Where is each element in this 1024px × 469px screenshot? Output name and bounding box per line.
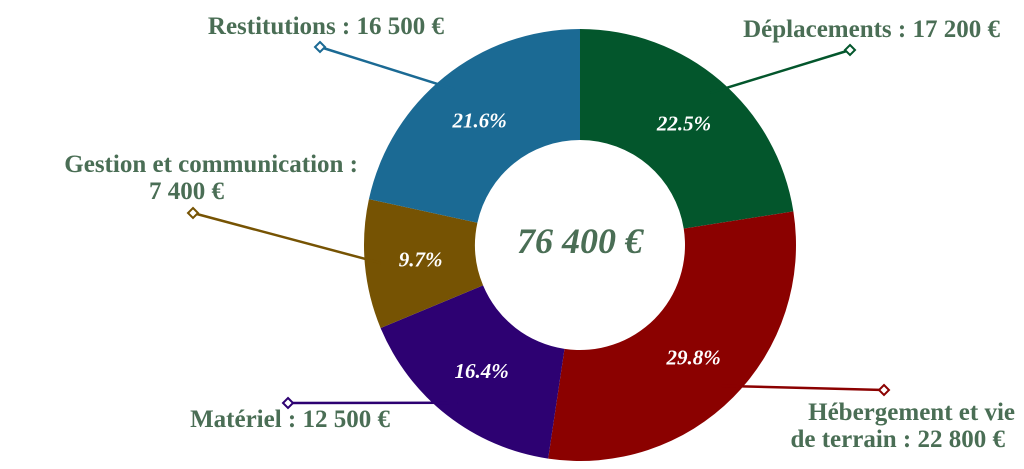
leader-marker-0 <box>843 43 857 57</box>
percent-label-0: 22.5% <box>656 111 711 135</box>
slice-0 <box>580 29 794 229</box>
slice-label-1-line-1: de terrain : 22 800 € <box>790 426 1005 453</box>
slice-label-3-line-0: Gestion et communication : <box>64 151 358 178</box>
leader-line-3 <box>192 211 382 265</box>
leader-line-0 <box>709 48 851 95</box>
percent-label-1: 29.8% <box>665 346 720 370</box>
leader-marker-2 <box>281 396 295 410</box>
percent-labels: 22.5% 29.8% 16.4% 9.7% 21.6% <box>399 108 721 383</box>
slice-1 <box>548 211 796 461</box>
slice-label-0-line-0: Déplacements : 17 200 € <box>743 16 1000 43</box>
leader-line-4 <box>319 45 455 91</box>
leader-line-1 <box>721 384 885 392</box>
percent-label-2: 16.4% <box>455 359 509 383</box>
leader-marker-1 <box>877 383 891 397</box>
slice-label-3-line-1: 7 400 € <box>149 178 225 205</box>
slice-label-2-line-0: Matériel : 12 500 € <box>190 406 390 433</box>
leader-marker-3 <box>186 206 200 220</box>
leader-lines <box>186 40 891 410</box>
percent-label-3: 9.7% <box>399 247 443 271</box>
slice-4 <box>368 29 580 223</box>
slice-2 <box>380 285 565 459</box>
slice-3 <box>364 199 484 329</box>
slice-label-1-line-0: Hébergement et vie <box>808 399 1015 426</box>
donut-slices <box>364 29 796 461</box>
slice-label-4-line-0: Restitutions : 16 500 € <box>208 13 445 40</box>
center-total: 76 400 € <box>517 221 644 261</box>
slice-labels: Déplacements : 17 200 € Hébergement et vi… <box>64 13 1015 453</box>
leader-marker-4 <box>313 40 327 54</box>
percent-label-4: 21.6% <box>451 108 506 132</box>
